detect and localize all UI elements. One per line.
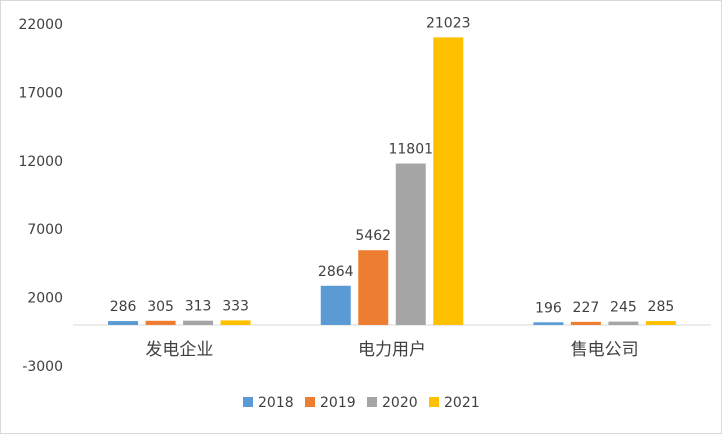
legend-swatch-2020	[367, 397, 377, 407]
data-label: 11801	[388, 142, 433, 158]
legend-swatch-2019	[305, 397, 315, 407]
category-label: 售电公司	[571, 340, 639, 360]
bar-2019-2	[570, 321, 601, 325]
y-tick-label: 2000	[27, 291, 63, 307]
y-tick-label: 22000	[18, 17, 63, 33]
bar-2020-0	[183, 320, 214, 325]
bar-2021-1	[433, 37, 464, 325]
data-label: 333	[222, 298, 249, 314]
bar-2018-2	[533, 322, 564, 325]
bar-2021-0	[220, 320, 251, 325]
data-label: 313	[185, 299, 212, 315]
data-label: 227	[573, 300, 600, 316]
data-label: 196	[535, 300, 562, 316]
bar-2020-1	[395, 163, 426, 325]
bar-2019-1	[358, 250, 389, 325]
bar-2020-2	[608, 321, 639, 325]
bars	[108, 37, 676, 325]
y-tick-label: 7000	[27, 222, 63, 238]
legend-label: 2019	[320, 395, 356, 411]
bar-2018-0	[108, 321, 139, 325]
y-tick-label: 17000	[18, 85, 63, 101]
legend-label: 2020	[382, 395, 418, 411]
category-label: 电力用户	[358, 340, 426, 360]
data-label: 286	[110, 299, 137, 315]
category-label: 发电企业	[145, 340, 213, 360]
data-label: 245	[610, 300, 637, 316]
data-label: 2864	[318, 264, 354, 280]
legend-label: 2018	[258, 395, 294, 411]
legend-swatch-2021	[429, 397, 439, 407]
data-label: 305	[147, 299, 174, 315]
data-label: 5462	[355, 228, 391, 244]
category-labels: 发电企业 电力用户 售电公司	[145, 340, 638, 360]
data-label: 285	[648, 299, 675, 315]
legend-swatch-2018	[243, 397, 253, 407]
legend: 2018 2019 2020 2021	[243, 395, 480, 411]
data-labels: 286 305 313 333 2864 5462 11801 21023 196 227 245 2…	[110, 15, 675, 316]
bar-2018-1	[320, 285, 351, 325]
bar-2019-0	[145, 320, 176, 325]
y-axis: 22000 17000 12000 7000 2000 -3000	[18, 17, 63, 375]
legend-label: 2021	[444, 395, 480, 411]
data-label: 21023	[426, 15, 471, 31]
y-tick-label: 12000	[18, 154, 63, 170]
y-tick-label: -3000	[22, 359, 63, 375]
bar-2021-2	[645, 321, 676, 325]
